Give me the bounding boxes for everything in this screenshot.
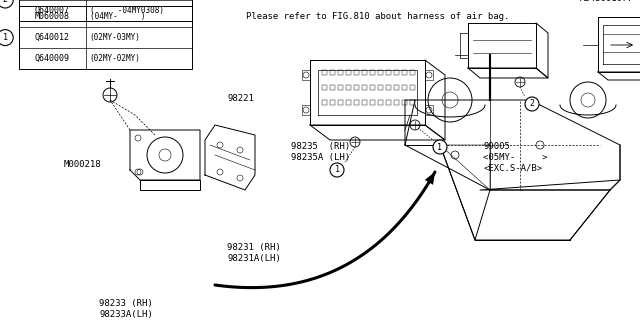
- Bar: [346, 70, 351, 75]
- Bar: [370, 100, 375, 105]
- Bar: [322, 100, 327, 105]
- Bar: [410, 70, 415, 75]
- Text: 98235  (RH)
98235A (LH): 98235 (RH) 98235A (LH): [291, 142, 350, 162]
- Bar: [346, 85, 351, 90]
- Bar: [338, 70, 343, 75]
- Circle shape: [0, 29, 13, 45]
- Bar: [362, 100, 367, 105]
- Text: 2: 2: [3, 0, 8, 4]
- Text: Please refer to FIG.810 about harness of air bag.: Please refer to FIG.810 about harness of…: [246, 12, 510, 21]
- Text: 2: 2: [529, 100, 534, 108]
- Text: (02MY-02MY): (02MY-02MY): [90, 54, 141, 63]
- Text: Q640007: Q640007: [35, 6, 70, 15]
- Bar: [322, 70, 327, 75]
- Text: (04MY-     ): (04MY- ): [90, 12, 145, 21]
- Bar: [338, 100, 343, 105]
- Text: (02MY-03MY): (02MY-03MY): [90, 33, 141, 42]
- Bar: [302, 105, 310, 115]
- Text: 1: 1: [438, 142, 442, 151]
- Bar: [425, 105, 433, 115]
- Bar: [354, 85, 359, 90]
- Text: 98231 (RH)
98231A(LH): 98231 (RH) 98231A(LH): [227, 243, 281, 263]
- Bar: [370, 85, 375, 90]
- Bar: [394, 100, 399, 105]
- Circle shape: [330, 163, 344, 177]
- Bar: [330, 70, 335, 75]
- Text: M060008: M060008: [35, 12, 70, 21]
- Bar: [354, 100, 359, 105]
- Bar: [19, 0, 192, 21]
- Circle shape: [433, 140, 447, 154]
- Bar: [338, 85, 343, 90]
- Bar: [425, 70, 433, 80]
- Bar: [402, 70, 407, 75]
- Bar: [330, 85, 335, 90]
- Bar: [330, 100, 335, 105]
- Text: 1: 1: [3, 33, 8, 42]
- Bar: [410, 100, 415, 105]
- Bar: [386, 100, 391, 105]
- Bar: [378, 70, 383, 75]
- Text: M000218: M000218: [64, 160, 102, 169]
- Bar: [346, 100, 351, 105]
- Bar: [378, 100, 383, 105]
- Bar: [394, 85, 399, 90]
- Bar: [402, 85, 407, 90]
- Bar: [302, 70, 310, 80]
- Bar: [354, 70, 359, 75]
- Text: 1: 1: [335, 165, 339, 174]
- Bar: [402, 100, 407, 105]
- Circle shape: [0, 0, 13, 8]
- Bar: [19, 6, 192, 69]
- Text: Q640009: Q640009: [35, 54, 70, 63]
- Bar: [362, 70, 367, 75]
- Text: A343001077: A343001077: [580, 0, 634, 3]
- Bar: [386, 70, 391, 75]
- Text: 99005
<05MY-     >
<EXC.S-A/B>: 99005 <05MY- > <EXC.S-A/B>: [483, 142, 548, 172]
- Bar: [362, 85, 367, 90]
- Text: 98233 (RH)
98233A(LH): 98233 (RH) 98233A(LH): [99, 299, 153, 319]
- Text: (     -04MY0308): ( -04MY0308): [90, 6, 164, 15]
- Bar: [378, 85, 383, 90]
- Text: Q640012: Q640012: [35, 33, 70, 42]
- Polygon shape: [425, 172, 435, 185]
- Bar: [386, 85, 391, 90]
- Bar: [394, 70, 399, 75]
- Bar: [370, 70, 375, 75]
- Bar: [410, 85, 415, 90]
- Circle shape: [525, 97, 539, 111]
- Text: 98221: 98221: [227, 94, 254, 103]
- Bar: [322, 85, 327, 90]
